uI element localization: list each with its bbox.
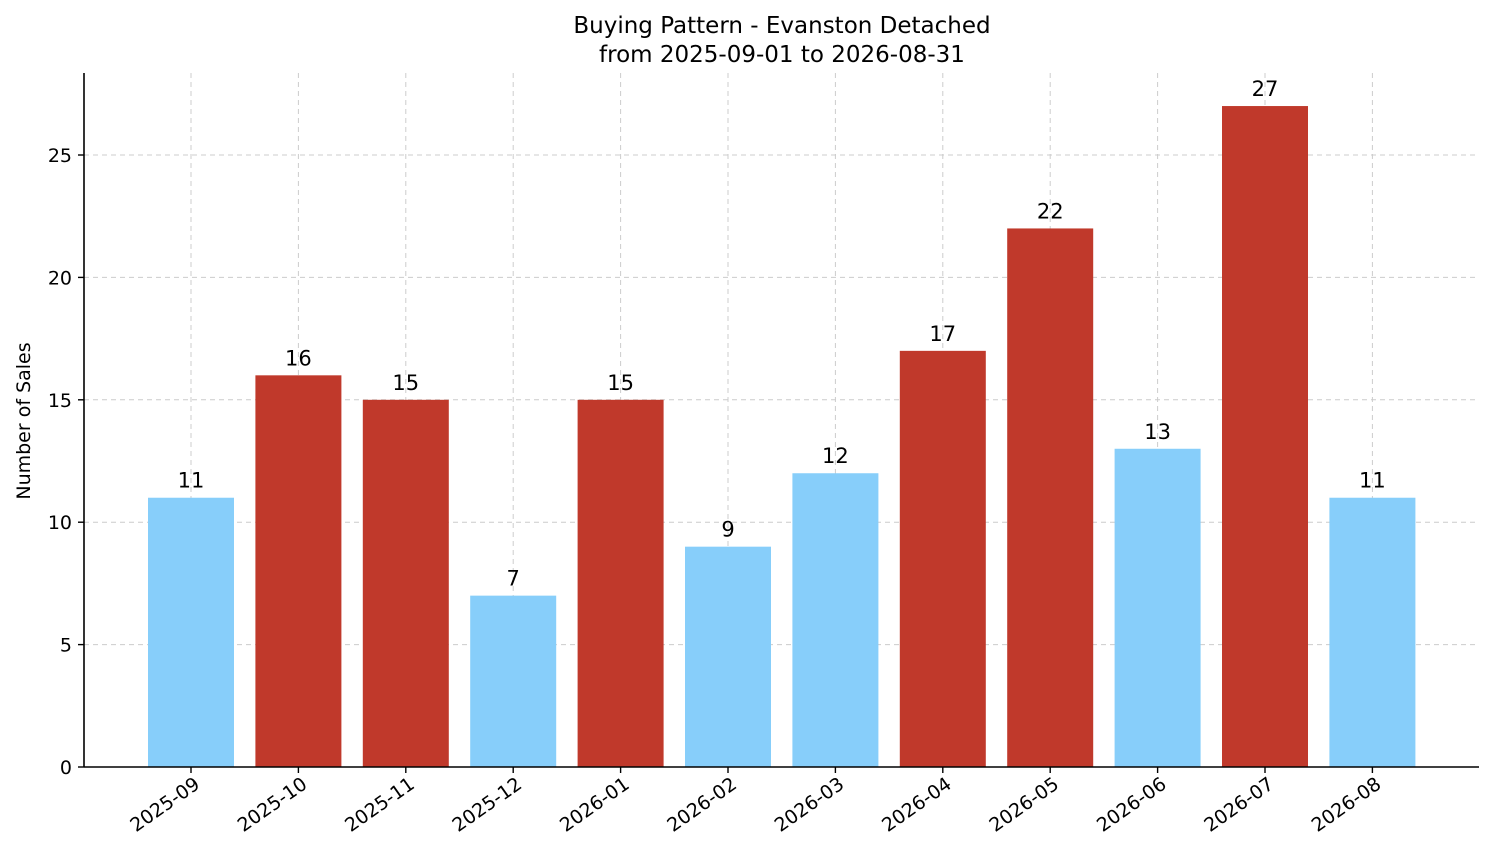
x-tick-label: 2025-10	[234, 773, 312, 837]
bar	[470, 595, 557, 767]
bar-value-label: 11	[1359, 469, 1386, 493]
bar-value-label: 27	[1252, 77, 1279, 101]
bar-value-label: 17	[929, 322, 956, 346]
x-tick-label: 2026-05	[985, 773, 1063, 837]
x-tick-label: 2026-08	[1308, 773, 1386, 837]
bar	[362, 399, 449, 767]
bar	[1114, 448, 1201, 767]
bar-value-label: 15	[392, 371, 419, 395]
bar-value-label: 12	[822, 444, 849, 468]
bar-value-label: 15	[607, 371, 634, 395]
bar-value-label: 11	[178, 469, 205, 493]
y-tick-label: 0	[60, 757, 72, 779]
y-tick-label: 20	[48, 267, 72, 289]
y-tick-label: 25	[48, 145, 72, 167]
y-axis-label: Number of Sales	[13, 342, 35, 499]
y-tick-label: 10	[48, 512, 72, 534]
chart-title: Buying Pattern - Evanston Detached	[573, 13, 990, 39]
x-tick-label: 2025-09	[126, 773, 204, 837]
y-tick-label: 15	[48, 390, 72, 412]
bar	[685, 546, 771, 767]
x-tick-label: 2026-03	[771, 773, 849, 837]
x-tick-label: 2026-02	[663, 773, 741, 837]
y-tick-label: 5	[60, 635, 72, 657]
x-tick-label: 2026-06	[1093, 773, 1171, 837]
bar-value-label: 9	[721, 518, 734, 542]
bar	[899, 350, 986, 767]
x-tick-label: 2025-12	[448, 773, 526, 837]
bar	[1007, 228, 1094, 767]
x-tick-label: 2026-04	[878, 773, 956, 837]
data-label-layer: 11 16 15 7 15 9 12 17 22 13 27 11	[178, 77, 1386, 591]
bar	[1329, 497, 1416, 767]
bar-value-label: 16	[285, 346, 312, 370]
bar	[577, 399, 664, 767]
axis-layer	[83, 73, 1479, 768]
bar-value-label: 7	[507, 567, 520, 591]
bar-value-label: 22	[1037, 199, 1064, 223]
bar	[1222, 106, 1308, 768]
bar	[148, 497, 234, 767]
x-tick-label: 2026-07	[1200, 773, 1278, 837]
bar	[792, 473, 879, 767]
bar	[255, 375, 342, 767]
chart-subtitle: from 2025-09-01 to 2026-08-31	[599, 42, 965, 68]
x-tick-label: 2025-11	[341, 773, 419, 837]
bar-layer	[148, 106, 1416, 768]
x-tick-label: 2026-01	[556, 773, 634, 837]
bar-value-label: 13	[1144, 420, 1171, 444]
